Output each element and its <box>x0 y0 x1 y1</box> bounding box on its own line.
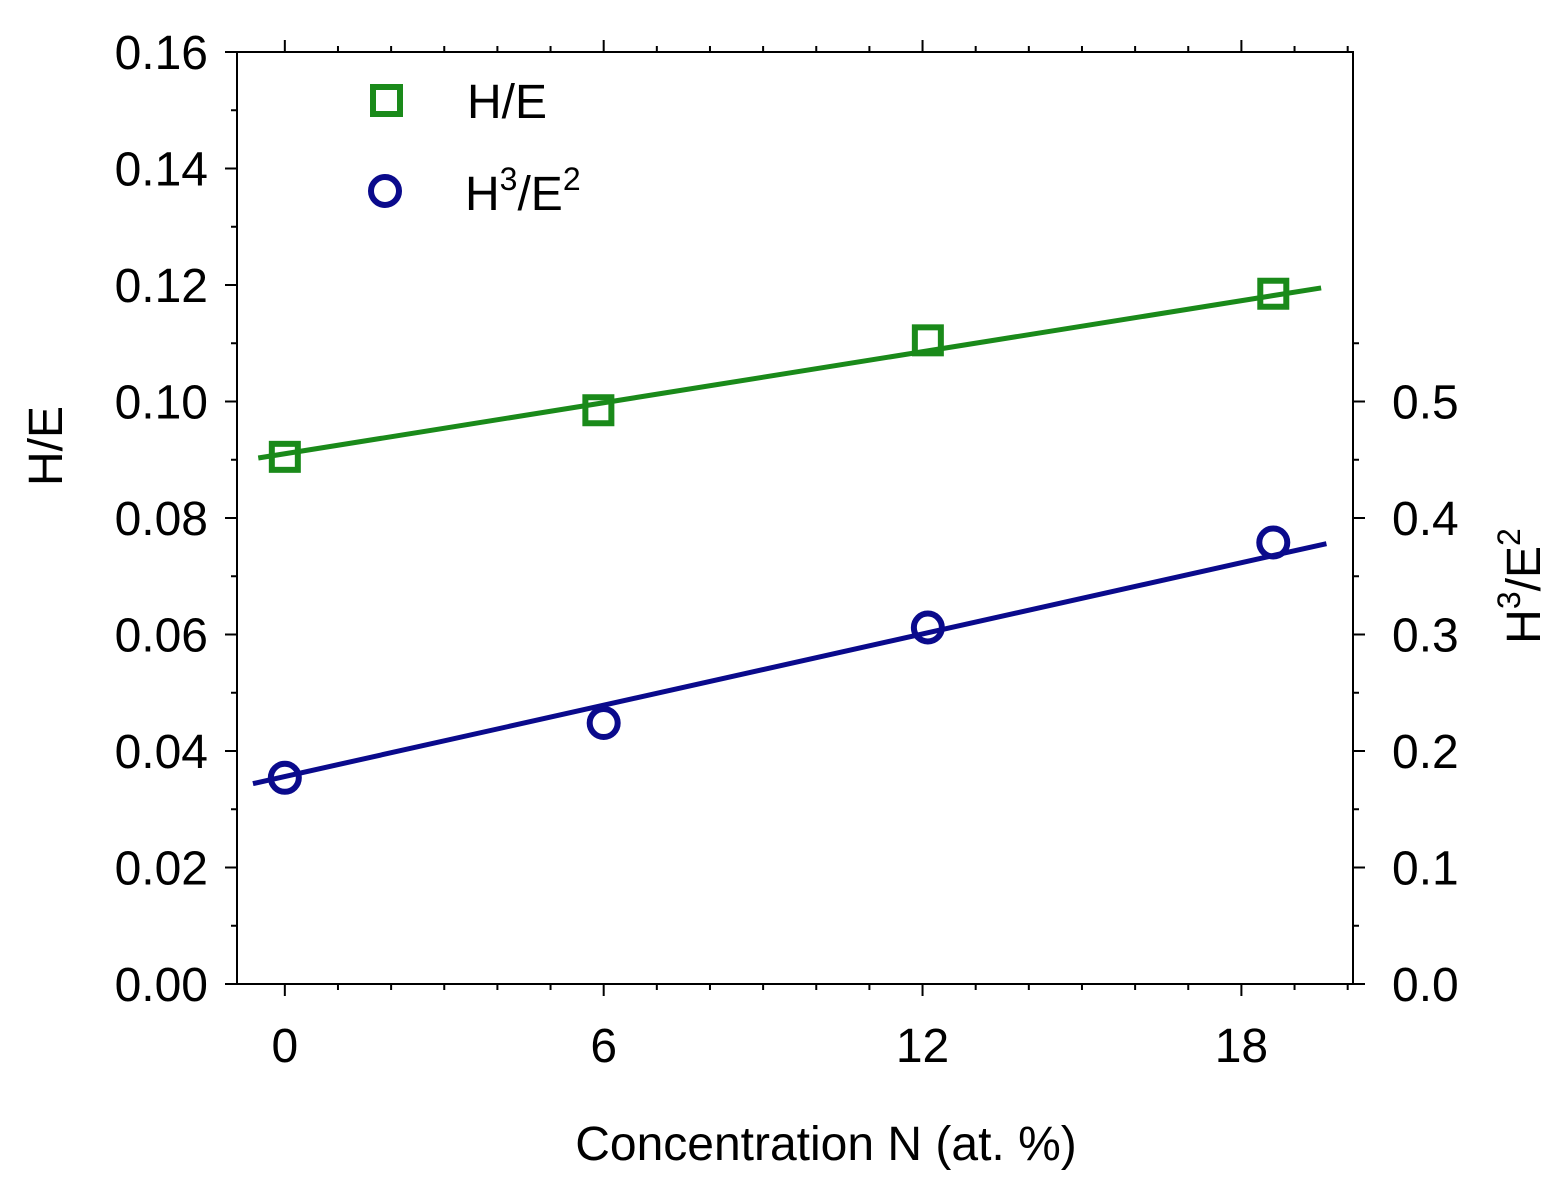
y-right-tick-label: 0.5 <box>1392 377 1459 430</box>
y-left-tick-label: 0.04 <box>115 726 208 779</box>
data-point-h-e <box>1257 277 1290 310</box>
y-left-tick-label: 0.10 <box>115 377 208 430</box>
data-point-h-e <box>911 324 944 357</box>
y-left-tick-label: 0.00 <box>115 959 208 1012</box>
legend-circle-marker <box>368 174 402 208</box>
y-left-tick-label: 0.08 <box>115 493 208 546</box>
x-tick-label: 0 <box>271 1020 298 1073</box>
x-tick-label: 18 <box>1215 1020 1268 1073</box>
legend: H/E H3/E2 <box>368 76 581 221</box>
y-left-tick-label: 0.14 <box>115 144 208 197</box>
data-markers <box>267 277 1291 795</box>
y-right-tick-label: 0.0 <box>1392 959 1459 1012</box>
data-point-h-e <box>268 440 301 473</box>
legend-label-h3-e2-mid: /E <box>517 168 562 221</box>
y-left-tick-label: 0.16 <box>115 27 208 80</box>
y-right-tick-label: 0.4 <box>1392 493 1459 546</box>
y-axis-left-title: H/E <box>20 406 73 486</box>
plot-frame <box>236 51 1354 985</box>
fit-line-h3-e2 <box>252 541 1327 787</box>
y-left-tick-label: 0.06 <box>115 610 208 663</box>
y-axis-right-title-sup2: 2 <box>1491 528 1527 546</box>
x-axis-title: Concentration N (at. %) <box>575 1118 1077 1171</box>
y-axis-right-title: H3/E2 <box>1491 528 1551 644</box>
y-right-tick-label: 0.2 <box>1392 726 1459 779</box>
data-point-h3-e2 <box>586 706 621 741</box>
legend-label-h3-e2-sup2: 2 <box>563 161 581 197</box>
y-axis-right-title-mid: /E <box>1498 546 1551 591</box>
x-tick-label: 12 <box>896 1020 949 1073</box>
legend-label-h3-e2: H3/E2 <box>465 161 581 221</box>
data-point-h3-e2 <box>267 760 302 795</box>
y-right-tick-label: 0.1 <box>1392 843 1459 896</box>
y-axis-right-title-sup1: 3 <box>1491 591 1527 609</box>
ticks: 0 6 12 180.000.020.040.060.080.100.120.140.… <box>115 27 1459 1073</box>
fit-lines <box>252 285 1327 787</box>
y-right-tick-label: 0.3 <box>1392 610 1459 663</box>
data-point-h3-e2 <box>910 610 945 645</box>
y-left-tick-label: 0.02 <box>115 843 208 896</box>
legend-label-h-e: H/E <box>467 76 547 129</box>
x-tick-label: 6 <box>590 1020 617 1073</box>
legend-square-marker <box>370 84 403 117</box>
data-point-h-e <box>582 394 615 427</box>
fit-line-h-e <box>257 285 1322 461</box>
legend-label-h3-e2-base: H <box>465 168 500 221</box>
y-left-tick-label: 0.12 <box>115 260 208 313</box>
legend-label-h3-e2-sup1: 3 <box>500 161 518 197</box>
data-point-h3-e2 <box>1256 525 1291 560</box>
y-axis-right-title-base: H <box>1498 609 1551 644</box>
